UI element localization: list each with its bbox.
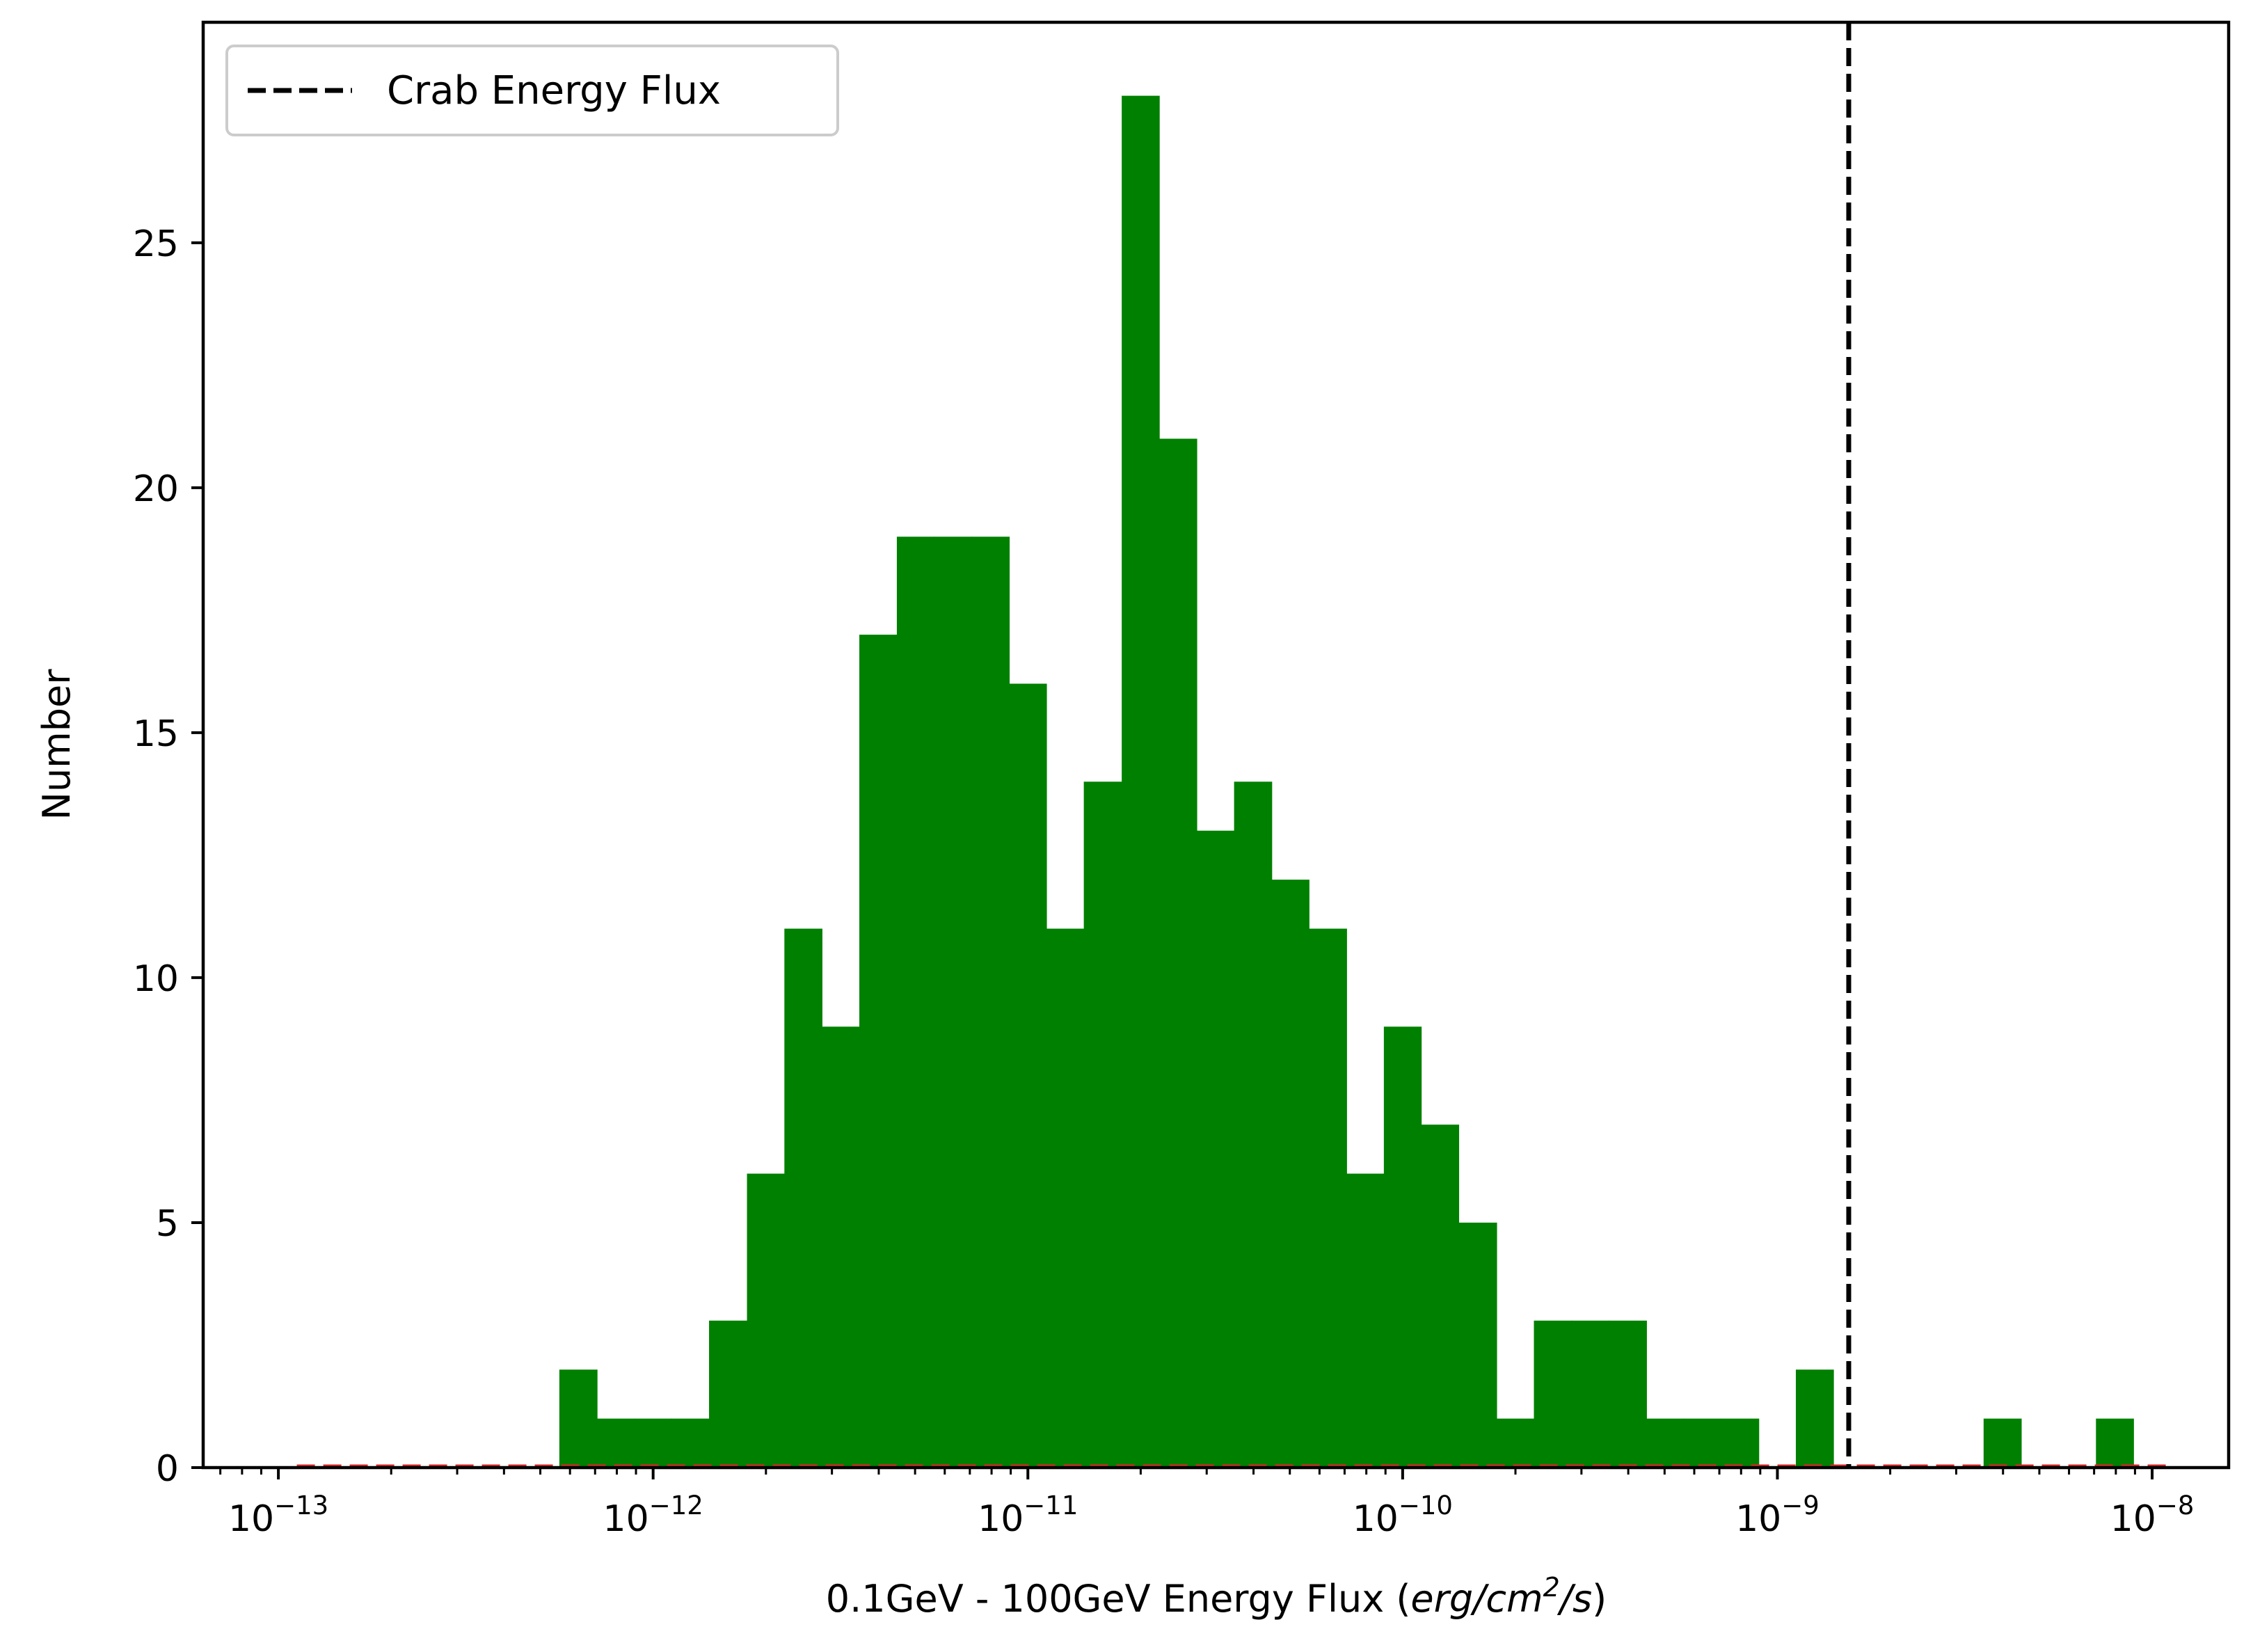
- histogram-bar: [1983, 1418, 2022, 1468]
- histogram-bar: [1196, 830, 1235, 1468]
- histogram-bar: [1309, 928, 1347, 1468]
- histogram-bar: [1646, 1418, 1685, 1468]
- histogram-bar: [971, 537, 1010, 1468]
- plot-frame: [201, 20, 2231, 1470]
- histogram-bar: [671, 1418, 710, 1468]
- histogram-bar: [1571, 1320, 1610, 1468]
- histogram-bar: [1009, 683, 1047, 1468]
- histogram-bar: [1683, 1418, 1722, 1468]
- x-axis-label: 0.1GeV - 100GeV Energy Flux (erg/cm2/s): [826, 1572, 1607, 1621]
- histogram-bar: [1721, 1418, 1760, 1468]
- histogram-bar: [1159, 438, 1197, 1468]
- x-tick-label: 10−11: [978, 1491, 1078, 1540]
- histogram-bar: [822, 1026, 860, 1468]
- histogram-bar: [596, 1418, 635, 1468]
- histogram-bar: [1458, 1222, 1497, 1468]
- legend-box: [225, 45, 839, 136]
- histogram-bar: [1122, 95, 1160, 1468]
- histogram-bar: [634, 1418, 672, 1468]
- y-axis-ticks: 0 5 10 15 20 25: [133, 223, 203, 1490]
- legend-label-crab: Crab Energy Flux: [387, 68, 721, 113]
- y-tick-label: 10: [133, 958, 179, 1000]
- y-tick-label: 15: [133, 713, 179, 755]
- y-tick-label: 0: [156, 1448, 179, 1490]
- histogram-bar: [1083, 781, 1122, 1468]
- histogram-bar: [709, 1320, 748, 1468]
- histogram-bars: [559, 95, 2134, 1468]
- histogram-bar: [1609, 1320, 1647, 1468]
- histogram-bar: [1534, 1320, 1573, 1468]
- histogram-bar: [1234, 781, 1273, 1468]
- histogram-bar: [2096, 1418, 2134, 1468]
- x-axis-ticks: 10−13 10−12 10−11 10−10 10−9 10−8: [219, 1468, 2195, 1540]
- histogram-bar: [1421, 1125, 1460, 1468]
- legend: Crab Energy Flux: [225, 45, 839, 136]
- histogram-bar: [1795, 1369, 1834, 1468]
- y-axis-label: Number: [35, 669, 79, 820]
- histogram-bar: [559, 1369, 598, 1468]
- histogram-bar: [784, 928, 822, 1468]
- histogram-bar: [1046, 928, 1085, 1468]
- histogram-bar: [1271, 880, 1309, 1468]
- histogram-bar: [859, 635, 898, 1468]
- x-tick-label: 10−10: [1353, 1491, 1453, 1540]
- histogram-bar: [1496, 1418, 1535, 1468]
- x-tick-label: 10−8: [2110, 1491, 2195, 1540]
- histogram-bar: [1383, 1026, 1422, 1468]
- y-tick-label: 20: [133, 468, 179, 510]
- y-tick-label: 25: [133, 223, 179, 265]
- x-tick-label: 10−12: [603, 1491, 703, 1540]
- histogram-bar: [934, 537, 973, 1468]
- x-tick-label: 10−9: [1735, 1491, 1820, 1540]
- histogram-bar: [1346, 1173, 1385, 1468]
- x-tick-label: 10−13: [228, 1491, 328, 1540]
- histogram-bar: [747, 1173, 786, 1468]
- histogram-bar: [896, 537, 935, 1468]
- y-tick-label: 5: [156, 1203, 179, 1245]
